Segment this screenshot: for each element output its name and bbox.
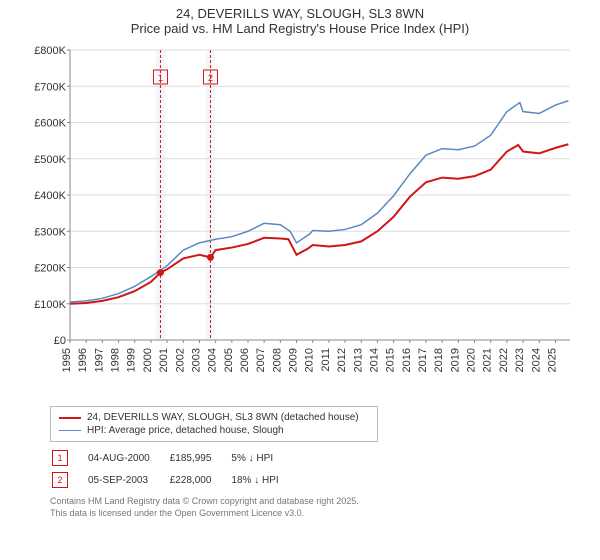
legend-item: 24, DEVERILLS WAY, SLOUGH, SL3 8WN (deta…	[59, 411, 369, 424]
svg-text:£200K: £200K	[34, 263, 66, 275]
svg-text:1998: 1998	[110, 348, 122, 372]
svg-text:1999: 1999	[126, 348, 138, 372]
svg-text:2012: 2012	[336, 348, 348, 372]
svg-text:2001: 2001	[158, 348, 170, 372]
svg-text:2013: 2013	[352, 348, 364, 372]
svg-text:2003: 2003	[190, 348, 202, 372]
svg-text:2024: 2024	[530, 348, 542, 372]
svg-text:1995: 1995	[61, 348, 73, 372]
svg-text:2021: 2021	[482, 348, 494, 372]
transaction-row: 1 04-AUG-2000£185,9955% ↓ HPI	[52, 448, 297, 468]
legend-swatch	[59, 430, 81, 431]
svg-text:2005: 2005	[223, 348, 235, 372]
svg-text:£700K: £700K	[34, 81, 66, 93]
title-line-1: 24, DEVERILLS WAY, SLOUGH, SL3 8WN	[10, 6, 590, 21]
transaction-price: £185,995	[170, 448, 230, 468]
title-line-2: Price paid vs. HM Land Registry's House …	[10, 21, 590, 36]
transaction-table: 1 04-AUG-2000£185,9955% ↓ HPI 2 05-SEP-2003…	[50, 446, 299, 492]
svg-text:1996: 1996	[77, 348, 89, 372]
svg-text:2014: 2014	[368, 348, 380, 372]
svg-text:1997: 1997	[93, 348, 105, 372]
svg-text:2011: 2011	[320, 348, 332, 372]
legend-label: HPI: Average price, detached house, Slou…	[87, 425, 284, 436]
legend-item: HPI: Average price, detached house, Slou…	[59, 424, 369, 437]
transaction-date: 04-AUG-2000	[88, 448, 168, 468]
svg-text:2: 2	[208, 73, 213, 83]
svg-text:2008: 2008	[271, 348, 283, 372]
svg-text:2025: 2025	[546, 348, 558, 372]
svg-text:2016: 2016	[401, 348, 413, 372]
chart-title-block: 24, DEVERILLS WAY, SLOUGH, SL3 8WN Price…	[0, 0, 600, 40]
svg-text:1: 1	[158, 73, 163, 83]
footer-line-1: Contains HM Land Registry data © Crown c…	[50, 496, 580, 508]
svg-text:2020: 2020	[466, 348, 478, 372]
transaction-date: 05-SEP-2003	[88, 470, 168, 490]
svg-text:£300K: £300K	[34, 226, 66, 238]
svg-text:£500K: £500K	[34, 154, 66, 166]
transaction-delta: 5% ↓ HPI	[231, 448, 296, 468]
svg-text:2000: 2000	[142, 348, 154, 372]
svg-text:2017: 2017	[417, 348, 429, 372]
svg-text:2022: 2022	[498, 348, 510, 372]
transaction-marker: 1	[52, 450, 68, 466]
svg-text:2002: 2002	[174, 348, 186, 372]
transaction-marker: 2	[52, 472, 68, 488]
svg-text:2018: 2018	[433, 348, 445, 372]
svg-text:£600K: £600K	[34, 118, 66, 130]
price-chart: 1 2 £0 £100K £200K £300K £400K £500K £600K £700K £…	[20, 40, 580, 400]
legend: 24, DEVERILLS WAY, SLOUGH, SL3 8WN (deta…	[50, 406, 378, 442]
legend-label: 24, DEVERILLS WAY, SLOUGH, SL3 8WN (deta…	[87, 412, 359, 423]
legend-swatch	[59, 417, 81, 419]
svg-text:2004: 2004	[207, 348, 219, 372]
svg-text:2007: 2007	[255, 348, 267, 372]
svg-text:2010: 2010	[304, 348, 316, 372]
svg-text:£400K: £400K	[34, 190, 66, 202]
svg-text:2023: 2023	[514, 348, 526, 372]
transaction-price: £228,000	[170, 470, 230, 490]
svg-text:£100K: £100K	[34, 299, 66, 311]
svg-text:2019: 2019	[449, 348, 461, 372]
transaction-row: 2 05-SEP-2003£228,00018% ↓ HPI	[52, 470, 297, 490]
transaction-delta: 18% ↓ HPI	[231, 470, 296, 490]
svg-text:2009: 2009	[288, 348, 300, 372]
svg-text:2006: 2006	[239, 348, 251, 372]
svg-text:2015: 2015	[385, 348, 397, 372]
svg-text:£800K: £800K	[34, 45, 66, 57]
svg-text:£0: £0	[54, 335, 66, 347]
footer-attribution: Contains HM Land Registry data © Crown c…	[50, 496, 580, 519]
footer-line-2: This data is licensed under the Open Gov…	[50, 508, 580, 520]
